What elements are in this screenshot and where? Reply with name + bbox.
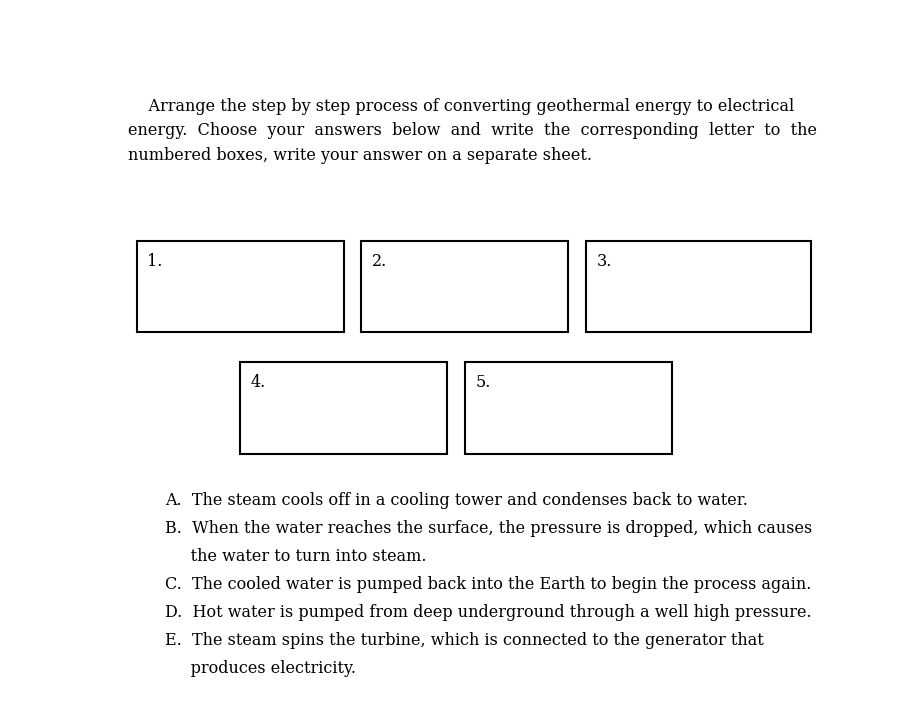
Bar <box>587 240 811 332</box>
Bar <box>361 240 568 332</box>
Text: D.  Hot water is pumped from deep underground through a well high pressure.: D. Hot water is pumped from deep undergr… <box>165 604 811 621</box>
Bar <box>136 240 344 332</box>
Bar <box>465 362 672 454</box>
Text: Arrange the step by step process of converting geothermal energy to electrical
e: Arrange the step by step process of conv… <box>127 97 817 164</box>
Text: E.  The steam spins the turbine, which is connected to the generator that: E. The steam spins the turbine, which is… <box>165 632 764 649</box>
Text: A.  The steam cools off in a cooling tower and condenses back to water.: A. The steam cools off in a cooling towe… <box>165 491 748 509</box>
Text: 4.: 4. <box>251 374 266 391</box>
Text: the water to turn into steam.: the water to turn into steam. <box>165 547 426 565</box>
Text: 5.: 5. <box>475 374 491 391</box>
Text: 1.: 1. <box>147 252 163 269</box>
Text: 2.: 2. <box>372 252 388 269</box>
Bar <box>240 362 447 454</box>
Text: 3.: 3. <box>597 252 612 269</box>
Text: C.  The cooled water is pumped back into the Earth to begin the process again.: C. The cooled water is pumped back into … <box>165 576 811 593</box>
Text: B.  When the water reaches the surface, the pressure is dropped, which causes: B. When the water reaches the surface, t… <box>165 519 812 537</box>
Text: produces electricity.: produces electricity. <box>165 660 356 677</box>
